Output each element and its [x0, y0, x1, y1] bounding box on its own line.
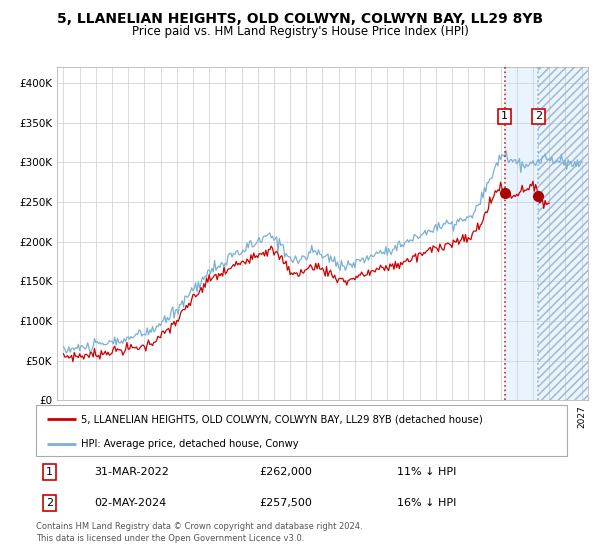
Text: £257,500: £257,500: [259, 498, 312, 508]
Bar: [505, 67, 590, 400]
Text: 2: 2: [46, 498, 53, 508]
Text: 02-MAY-2024: 02-MAY-2024: [94, 498, 167, 508]
Text: 1: 1: [501, 111, 508, 122]
Text: 11% ↓ HPI: 11% ↓ HPI: [397, 467, 457, 477]
Text: £262,000: £262,000: [259, 467, 312, 477]
Bar: [538, 67, 590, 400]
Text: 2: 2: [535, 111, 542, 122]
Text: Price paid vs. HM Land Registry's House Price Index (HPI): Price paid vs. HM Land Registry's House …: [131, 25, 469, 38]
Bar: [538, 67, 590, 400]
Text: HPI: Average price, detached house, Conwy: HPI: Average price, detached house, Conw…: [81, 439, 299, 449]
Text: 1: 1: [46, 467, 53, 477]
Text: 31-MAR-2022: 31-MAR-2022: [94, 467, 169, 477]
Text: 5, LLANELIAN HEIGHTS, OLD COLWYN, COLWYN BAY, LL29 8YB (detached house): 5, LLANELIAN HEIGHTS, OLD COLWYN, COLWYN…: [81, 414, 483, 424]
Text: 16% ↓ HPI: 16% ↓ HPI: [397, 498, 457, 508]
Text: 5, LLANELIAN HEIGHTS, OLD COLWYN, COLWYN BAY, LL29 8YB: 5, LLANELIAN HEIGHTS, OLD COLWYN, COLWYN…: [57, 12, 543, 26]
Text: Contains HM Land Registry data © Crown copyright and database right 2024.
This d: Contains HM Land Registry data © Crown c…: [36, 522, 362, 543]
FancyBboxPatch shape: [36, 405, 567, 456]
